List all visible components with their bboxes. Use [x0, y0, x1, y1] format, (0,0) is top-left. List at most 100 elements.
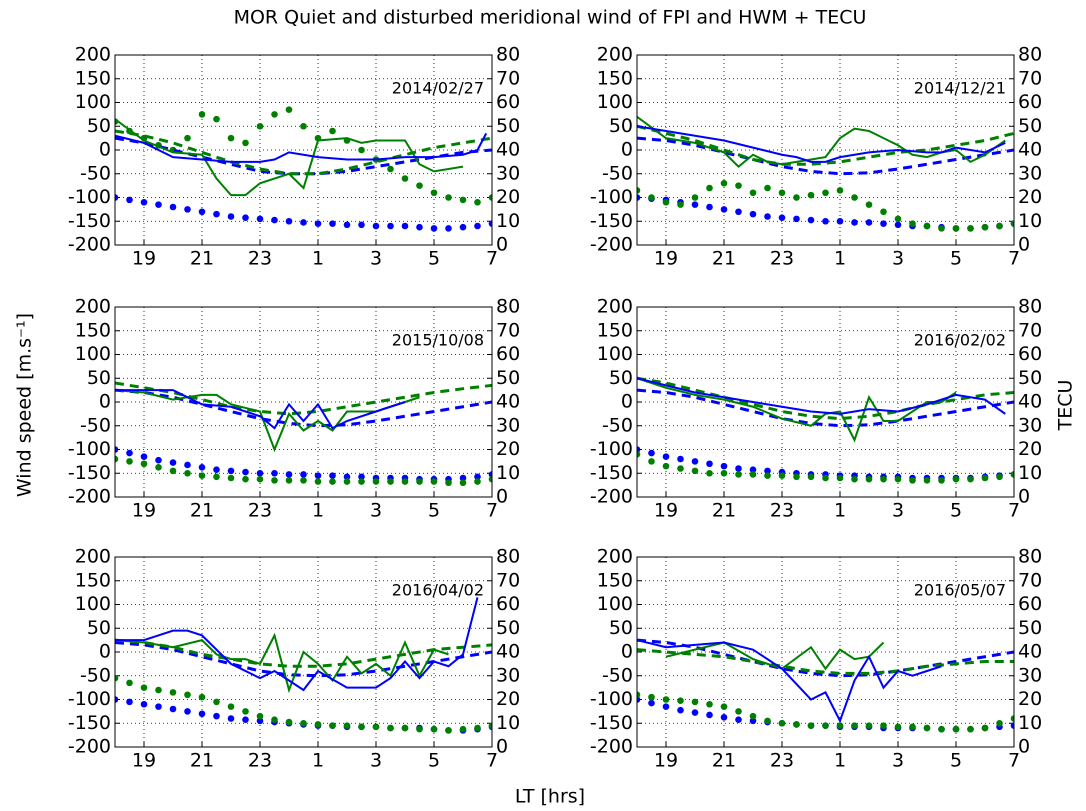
tec-point — [155, 703, 162, 710]
tec-point — [952, 475, 960, 483]
tec-point — [836, 217, 844, 225]
y-tick-label: -100 — [68, 186, 111, 208]
tec-point — [923, 724, 931, 732]
plot-frame — [114, 54, 493, 246]
y-tick-label: -200 — [68, 234, 111, 256]
tec-point — [691, 467, 699, 475]
tec-point — [880, 208, 887, 216]
y2-tick-label: 20 — [496, 438, 520, 460]
tec-point — [894, 221, 902, 229]
y2-tick-label: 10 — [1018, 712, 1042, 734]
y-tick-label: -100 — [590, 186, 633, 208]
tec-point — [300, 471, 307, 478]
tec-point — [706, 184, 713, 192]
x-tick-label: 5 — [428, 750, 440, 772]
y-tick-label: 0 — [621, 641, 633, 663]
tec-point — [387, 222, 394, 230]
tec-point — [140, 684, 148, 691]
tec-point — [329, 472, 336, 479]
tec-point — [343, 722, 351, 729]
y-tick-label: 150 — [75, 569, 111, 591]
y2-tick-label: 60 — [1018, 91, 1042, 113]
plot-frame — [636, 54, 1015, 246]
tec-point — [677, 465, 684, 472]
model-line — [637, 124, 1014, 166]
tec-point — [285, 471, 293, 478]
tec-point — [198, 464, 206, 471]
y2-tick-label: 50 — [1018, 115, 1042, 137]
y-tick-label: 50 — [609, 115, 633, 137]
tec-point — [793, 194, 800, 201]
y2-tick-label: 20 — [1018, 438, 1042, 460]
tec-point — [314, 478, 322, 485]
y-tick-label: -50 — [80, 162, 111, 184]
tec-point — [372, 723, 380, 731]
date-annotation: 2014/02/27 — [392, 79, 484, 98]
date-annotation: 2016/04/02 — [392, 581, 484, 600]
tec-point — [952, 725, 960, 733]
tec-point — [416, 223, 423, 231]
tec-point — [445, 194, 452, 201]
tec-point — [140, 700, 148, 708]
tec-point — [488, 220, 492, 227]
y-tick-label: -150 — [68, 712, 111, 734]
y2-tick-label: 70 — [496, 319, 520, 341]
tec-point — [285, 217, 293, 225]
tec-point — [242, 214, 249, 221]
x-tick-label: 3 — [892, 750, 904, 772]
y-tick-label: -50 — [602, 664, 633, 686]
y-tick-label: 200 — [75, 546, 111, 568]
tec-point — [749, 471, 757, 478]
y-tick-label: 100 — [75, 91, 111, 113]
y-tick-label: -150 — [68, 210, 111, 232]
tec-point — [865, 201, 873, 208]
tec-point — [213, 473, 220, 481]
tec-point — [184, 206, 191, 213]
model-line — [637, 136, 1014, 176]
tec-point — [126, 449, 133, 457]
tec-point — [764, 717, 771, 725]
tec-point — [967, 475, 974, 483]
model-line — [115, 381, 492, 416]
y-tick-label: -100 — [590, 688, 633, 710]
wind-line — [637, 115, 1006, 168]
tec-point — [329, 127, 336, 135]
y2-tick-label: 30 — [1018, 414, 1042, 436]
y-tick-label: -150 — [590, 210, 633, 232]
tec-point — [952, 225, 960, 232]
tec-point — [909, 220, 916, 227]
model-line — [115, 129, 492, 176]
tec-point — [430, 189, 438, 197]
tec-point — [749, 466, 757, 473]
model-line — [637, 648, 1014, 675]
tec-point — [198, 111, 206, 118]
y-tick-label: -50 — [602, 162, 633, 184]
tec-point — [706, 460, 713, 468]
y2-tick-label: 80 — [496, 296, 520, 318]
date-annotation: 2014/12/21 — [914, 79, 1006, 98]
tec-point — [662, 703, 670, 710]
tec-point — [735, 182, 742, 189]
tec-point — [474, 473, 481, 481]
tec-point — [764, 472, 771, 479]
tec-point — [764, 213, 771, 220]
y2-tick-label: 60 — [1018, 593, 1042, 615]
y2-tick-label: 10 — [1018, 210, 1042, 232]
tec-point — [474, 724, 481, 732]
plot-frame — [114, 306, 493, 498]
tec-point — [807, 473, 815, 481]
y-tick-label: 150 — [597, 319, 633, 341]
x-tick-label: 7 — [486, 500, 498, 522]
wind-line — [115, 389, 406, 430]
tec-point — [115, 455, 119, 463]
tec-point — [459, 474, 467, 482]
tec-point — [807, 191, 815, 199]
y-tick-label: 0 — [621, 391, 633, 413]
tec-point — [372, 478, 380, 485]
tec-point — [401, 724, 409, 732]
plot-frame — [636, 556, 1015, 748]
tec-point — [155, 686, 162, 694]
tec-point — [880, 722, 887, 729]
y2-tick-label: 60 — [496, 593, 520, 615]
x-tick-label: 19 — [654, 750, 678, 772]
